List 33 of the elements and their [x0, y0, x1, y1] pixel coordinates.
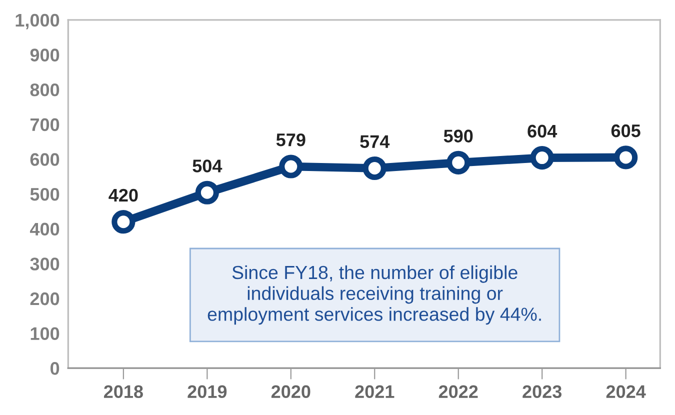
point: [530, 146, 554, 170]
y-tick-label: 100: [30, 327, 60, 340]
data-label: 605: [611, 124, 640, 138]
y-tick-label: 200: [30, 292, 60, 306]
point: [279, 154, 303, 178]
y-tick-label: 900: [30, 48, 60, 62]
point: [195, 180, 219, 204]
point: [112, 210, 136, 234]
point: [362, 156, 386, 180]
point: [614, 146, 638, 170]
point: [446, 150, 470, 174]
y-tick-label: 300: [30, 258, 60, 270]
x-tick-label: 2024: [606, 385, 646, 398]
data-label: 604: [528, 124, 558, 138]
y-tick-label: 700: [30, 118, 60, 132]
y-tick-label: 1,000: [16, 14, 60, 30]
data-label: 590: [444, 130, 473, 142]
y-tick-label: 800: [30, 83, 60, 96]
x-tick-label: 2019: [188, 385, 227, 398]
data-label: 574: [360, 135, 390, 148]
data-label: 420: [108, 188, 138, 202]
y-tick-label: 0: [50, 362, 60, 375]
y-tick-label: 500: [30, 188, 60, 201]
data-label: 579: [276, 133, 306, 146]
annotation: Since FY18, the number of eligible individuals receiving training or employment services increased by 44%.: [208, 265, 541, 325]
x-tick-label: 2020: [271, 385, 310, 398]
y-tick-label: 600: [30, 153, 60, 166]
data-label: 504: [192, 160, 222, 172]
x-tick-label: 2021: [355, 385, 394, 398]
y-tick-label: 400: [30, 222, 60, 236]
x-tick-label: 2023: [522, 385, 562, 398]
x-tick-label: 2018: [104, 385, 143, 398]
x-tick-label: 2022: [438, 385, 478, 398]
